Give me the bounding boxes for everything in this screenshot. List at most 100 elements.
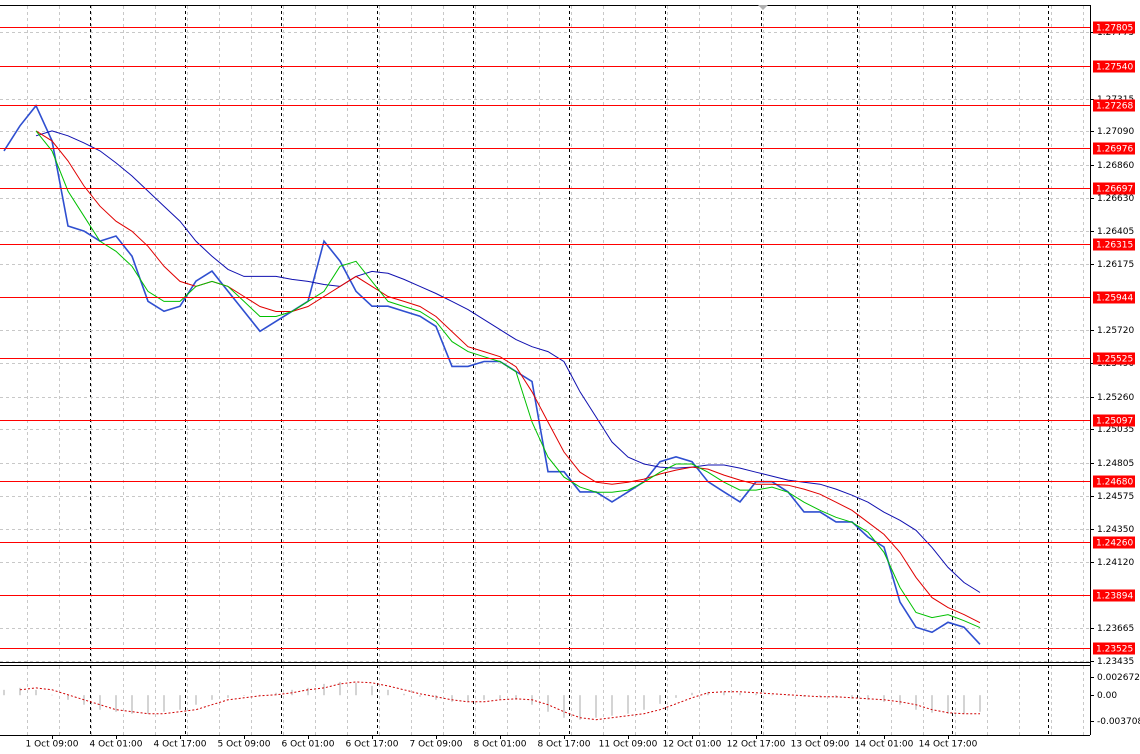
histogram-bar	[19, 687, 21, 696]
level-label-box	[1093, 291, 1135, 304]
histogram-bar	[787, 695, 789, 696]
level-label: 1.25525	[1096, 355, 1133, 365]
histogram-bar	[883, 695, 885, 702]
x-tick-label: 12 Oct 01:00	[663, 740, 722, 750]
shift-marker	[758, 5, 768, 10]
y-tick-label: 1.24575	[1097, 492, 1134, 502]
y-tick-label: 1.23665	[1097, 624, 1134, 634]
y-tick-label: 1.26630	[1097, 194, 1134, 204]
histogram-bar	[467, 695, 469, 702]
level-label-box	[1093, 475, 1135, 488]
x-tick-label: 13 Oct 09:00	[791, 740, 850, 750]
histogram-bar	[243, 695, 245, 696]
level-label-box	[1093, 642, 1135, 655]
histogram-bar	[771, 694, 773, 696]
histogram-bar	[323, 683, 325, 696]
y-tick-label: 1.26860	[1097, 161, 1134, 171]
level-label-box	[1093, 99, 1135, 112]
histogram-bar	[675, 695, 677, 698]
histogram-bar	[931, 695, 933, 713]
histogram-bar	[915, 695, 917, 710]
histogram-bar	[755, 693, 757, 696]
x-tick-label: 11 Oct 09:00	[599, 740, 658, 750]
x-tick-label: 8 Oct 17:00	[538, 740, 591, 750]
histogram-bar	[563, 695, 565, 718]
histogram-bar	[979, 695, 981, 712]
x-tick-label: 7 Oct 09:00	[410, 740, 463, 750]
level-label: 1.25097	[1096, 417, 1133, 427]
y-tick-label: 1.25035	[1097, 425, 1134, 435]
histogram-bar	[691, 692, 693, 696]
histogram-bar	[739, 692, 741, 696]
histogram-bar	[723, 691, 725, 696]
histogram-bar	[131, 695, 133, 714]
level-label: 1.25944	[1096, 294, 1133, 304]
histogram-bar	[419, 695, 421, 697]
moving-average	[35, 130, 981, 629]
level-label-box	[1093, 60, 1135, 73]
histogram-bar	[611, 695, 613, 716]
histogram-bar	[867, 695, 869, 700]
y-tick-label: 0.00	[1097, 691, 1117, 701]
level-label-box	[1093, 589, 1135, 602]
level-label-box	[1093, 414, 1135, 427]
y-tick-label: 1.25260	[1097, 393, 1134, 403]
x-tick-label: 6 Oct 17:00	[346, 740, 399, 750]
moving-average	[35, 130, 981, 593]
y-tick-label: 1.26405	[1097, 227, 1134, 237]
y-tick-label: 1.27090	[1097, 127, 1134, 137]
x-tick-label: 4 Oct 01:00	[90, 740, 143, 750]
histogram-bar	[179, 695, 181, 710]
histogram-bar	[403, 693, 405, 696]
signal-line	[19, 681, 980, 721]
price-line	[3, 104, 981, 645]
x-tick-label: 12 Oct 17:00	[727, 740, 786, 750]
histogram-bar	[3, 689, 5, 696]
histogram-bar	[115, 695, 117, 712]
time-grid	[0, 5, 1090, 662]
x-tick-label: 1 Oct 09:00	[26, 740, 79, 750]
moving-average	[35, 130, 981, 624]
histogram-bar	[307, 687, 309, 696]
level-label-box	[1093, 238, 1135, 251]
frame	[0, 5, 1091, 736]
y-tick-label: 1.25720	[1097, 326, 1134, 336]
histogram-bar	[595, 695, 597, 718]
histogram-bar	[547, 695, 549, 712]
level-label: 1.27540	[1096, 63, 1133, 73]
y-tick-label: 1.23435	[1097, 657, 1134, 667]
level-label-box	[1093, 142, 1135, 155]
day-separators	[90, 5, 1049, 735]
x-tick-label: 4 Oct 17:00	[154, 740, 207, 750]
histogram-bar	[67, 695, 69, 700]
histogram-bar	[483, 695, 485, 700]
histogram-bar	[163, 695, 165, 712]
level-label: 1.26315	[1096, 241, 1133, 251]
level-label: 1.24680	[1096, 478, 1133, 488]
histogram-bar	[659, 695, 661, 704]
x-tick-label: 14 Oct 01:00	[855, 740, 914, 750]
level-label-box	[1093, 21, 1135, 34]
histogram-bar	[371, 685, 373, 696]
level-label-box	[1093, 536, 1135, 549]
y-tick-label: 1.24350	[1097, 525, 1134, 535]
histogram-bar	[355, 682, 357, 696]
histogram-bar	[99, 695, 101, 710]
histogram-bar	[147, 695, 149, 714]
y-tick-label: -0.003708	[1097, 717, 1140, 727]
histogram-bar	[451, 695, 453, 702]
histogram-bar	[51, 694, 53, 696]
histogram-bar	[627, 695, 629, 714]
level-label: 1.24260	[1096, 539, 1133, 549]
x-tick-label: 8 Oct 01:00	[474, 740, 527, 750]
histogram-bar	[515, 695, 517, 700]
histogram-bar	[819, 695, 821, 697]
level-label: 1.27805	[1096, 24, 1133, 34]
x-tick-label: 5 Oct 09:00	[218, 740, 271, 750]
histogram-bar	[195, 695, 197, 705]
x-tick-label: 14 Oct 17:00	[919, 740, 978, 750]
level-label-box	[1093, 182, 1135, 195]
histogram-bar	[211, 695, 213, 700]
histogram-bar	[579, 695, 581, 720]
